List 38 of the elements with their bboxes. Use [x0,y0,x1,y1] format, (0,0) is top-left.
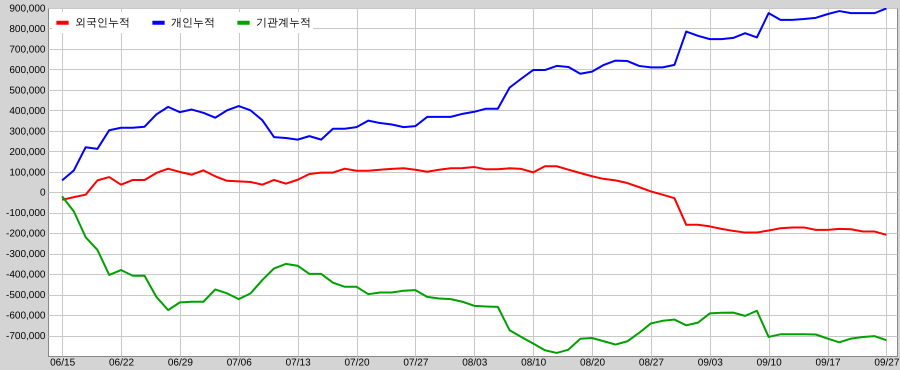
y-tick-label: 100,000 [9,167,46,178]
x-tick-label: 08/03 [462,358,488,368]
x-tick-label: 09/03 [698,358,724,368]
y-tick-label: 500,000 [9,85,46,96]
y-tick-label: 600,000 [9,64,46,76]
x-tick-label: 07/20 [344,358,370,368]
x-tick-label: 09/17 [816,358,841,368]
y-tick-label: -100,000 [6,208,46,220]
x-tick-label: 07/06 [226,358,252,368]
line-series [61,195,888,354]
y-tick-label: -300,000 [6,249,46,260]
x-tick-label: 09/10 [756,358,782,368]
x-tick-label: 06/22 [108,358,134,368]
legend-label: 외국인누적 [75,16,130,29]
line-series [61,165,888,236]
x-tick-label: 09/27 [874,358,900,368]
y-tick-label: 400,000 [9,106,46,117]
x-tick-label: 06/15 [50,358,76,368]
x-tick-label: 06/29 [168,358,194,368]
y-tick-label: -700,000 [6,331,46,342]
y-tick-label: -600,000 [6,310,46,322]
y-tick-label: 800,000 [9,24,46,35]
y-tick-label: 900,000 [9,4,46,14]
y-tick-label: -500,000 [6,290,46,302]
x-tick-label: 07/27 [403,358,429,368]
x-tick-label: 08/27 [638,358,664,368]
legend-label: 개인누적 [171,16,215,29]
y-tick-label: 300,000 [9,126,46,138]
y-tick-label: 0 [40,188,46,199]
x-tick-label: 08/20 [580,358,606,368]
legend-label: 기관계누적 [256,16,311,29]
x-tick-label: 07/13 [286,358,312,368]
y-tick-label: -200,000 [6,228,46,240]
y-tick-label: -400,000 [6,270,46,281]
line-series [61,8,888,182]
y-tick-label: 200,000 [9,146,46,158]
y-tick-label: 700,000 [9,44,46,56]
x-tick-label: 08/10 [521,358,547,368]
